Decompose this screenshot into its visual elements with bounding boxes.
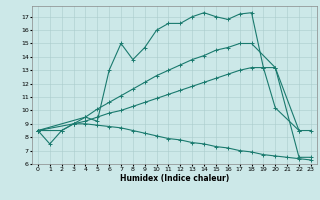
X-axis label: Humidex (Indice chaleur): Humidex (Indice chaleur) (120, 174, 229, 183)
